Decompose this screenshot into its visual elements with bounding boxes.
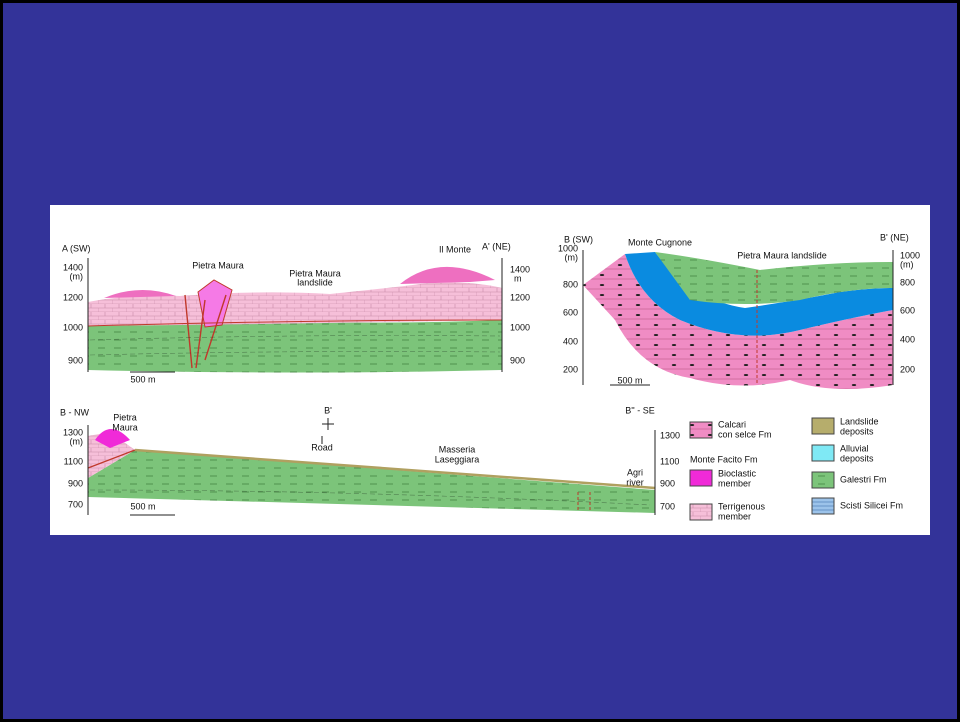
calcari-hill [400,266,495,284]
tick-label: 600 [900,305,915,315]
legend-label: Terrigenous [718,501,766,511]
axis [582,250,894,385]
tick-label: 1200 [63,292,83,302]
tick-label: 400 [563,336,578,346]
tick-label: 1400 [510,264,530,274]
legend-label: deposits [840,426,874,436]
galestri-layer [655,252,893,304]
annotation: B' [324,405,332,415]
unit: (m) [70,436,84,446]
tick-label: 1400 [63,262,83,272]
legend-heading: Monte Facito Fm [690,454,758,464]
legend-label: Calcari [718,419,746,429]
legend-swatch [689,503,713,521]
tick-label: 1300 [63,427,83,437]
scale-label: 500 m [617,375,642,385]
calcari-layer [583,254,893,389]
tick-label: 900 [68,355,83,365]
legend-label: member [718,478,751,488]
tick-label: 1000 [900,250,920,260]
annotation: Pietra [113,412,137,422]
legend-swatch [689,421,713,439]
annotation: Pietra Maura landslide [737,250,827,260]
section-b: B (SW) B' (NE) 1000 (m) 800 600 400 200 … [558,232,920,389]
section-label: A' (NE) [482,241,511,251]
axis [87,258,503,372]
tick-label: 200 [900,364,915,374]
galestri-layer [88,320,502,373]
tick-label: 900 [510,355,525,365]
section-c: B - NW B'' - SE 1300 (m) 1100 900 700 13… [60,405,680,516]
annotation: Masseria [439,444,476,454]
annotation: landslide [297,277,333,287]
unit: m [514,273,522,283]
legend-label: Scisti Silicei Fm [840,500,903,510]
legend-label: Galestri Fm [840,474,887,484]
annotation: Agri [627,467,643,477]
contact [87,319,503,327]
tick-label: 600 [563,307,578,317]
section-label: B'' - SE [625,405,654,415]
section-label: A (SW) [62,243,91,253]
tick-label: 1200 [510,292,530,302]
annotation: Laseggiara [435,454,480,464]
legend-swatch [811,471,835,489]
tick-label: 1300 [660,430,680,440]
legend-label: deposits [840,453,874,463]
section-label: B' (NE) [880,232,909,242]
tick-label: 900 [68,478,83,488]
marker [321,418,334,444]
unit: (m) [900,259,914,269]
bioclastic-block [197,279,233,328]
landslide-layer [134,448,656,490]
annotation: Il Monte [439,244,471,254]
fault [87,449,136,469]
legend-label: Bioclastic [718,468,757,478]
tick-label: 1000 [510,322,530,332]
tick-label: 800 [563,279,578,289]
tick-label: 1000 [63,322,83,332]
section-label: B (SW) [564,234,593,244]
legend-label: con selce Fm [718,429,772,439]
section-a: A (SW) A' (NE) 1400 (m) 1200 1000 900 14… [62,241,530,384]
annotation: Monte Cugnone [628,237,692,247]
tick-label: 1000 [558,243,578,253]
fault [184,294,227,369]
section-label: B - NW [60,407,90,417]
scale-label: 500 m [130,374,155,384]
axis [87,425,656,515]
terrigenous-layer [88,432,135,478]
calcari-hill [104,289,176,298]
tick-label: 800 [900,277,915,287]
tick-label: 700 [68,499,83,509]
unit: (m) [565,252,579,262]
bioclastic-block [95,429,130,448]
fault [577,492,591,512]
tick-label: 400 [900,334,915,344]
tick-label: 1100 [660,456,679,466]
unit: (m) [70,271,84,281]
tick-label: 900 [660,478,675,488]
annotation: Maura [112,422,138,432]
annotation: Pietra Maura [289,268,341,278]
legend-swatch [811,444,835,462]
legend-label: Alluvial [840,443,869,453]
galestri-layer [88,450,655,513]
legend-swatch [811,417,835,435]
terrigenous-layer [88,282,502,326]
legend: Calcari con selce Fm Monte Facito Fm Bio… [689,416,903,521]
tick-label: 1100 [64,456,83,466]
legend-label: member [718,511,751,521]
legend-label: Landslide [840,416,879,426]
annotation: Road [311,442,333,452]
legend-swatch [811,497,835,515]
annotation: river [626,477,644,487]
tick-label: 700 [660,501,675,511]
annotation: Pietra Maura [192,260,244,270]
scale-label: 500 m [130,501,155,511]
scisti-layer [625,252,893,336]
tick-label: 200 [563,364,578,374]
legend-swatch [689,469,713,487]
